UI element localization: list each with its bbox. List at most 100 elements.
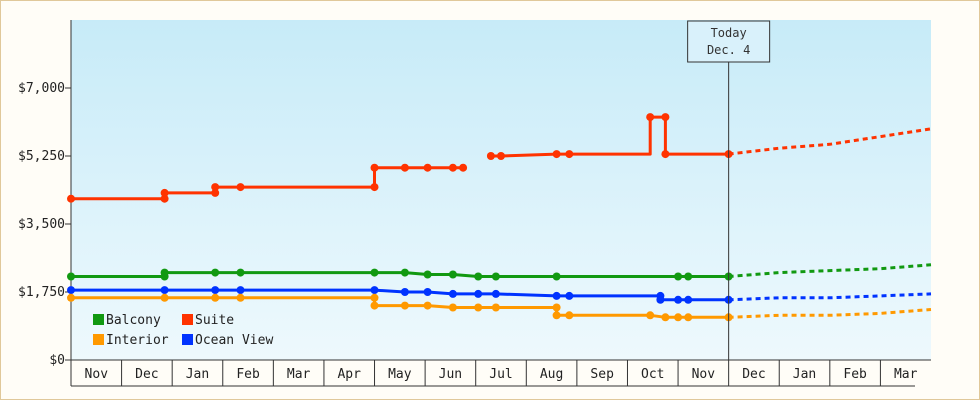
series-ocean-view — [67, 286, 932, 304]
series-line — [71, 296, 729, 319]
y-tick-label: $3,500 — [18, 217, 65, 232]
legend-item: Balcony — [93, 313, 161, 328]
month-label: Dec — [742, 367, 765, 382]
data-point — [370, 293, 379, 302]
data-point — [160, 293, 169, 302]
data-point — [423, 301, 432, 310]
data-point — [423, 163, 432, 172]
legend-swatch — [93, 334, 104, 345]
data-point — [486, 152, 495, 160]
month-label: Feb — [236, 367, 260, 382]
legend-label: Interior — [106, 333, 169, 348]
month-label: Mar — [287, 367, 311, 382]
data-point — [67, 272, 75, 281]
data-point — [661, 113, 670, 122]
month-label: Jan — [793, 367, 816, 382]
data-point — [656, 295, 665, 304]
data-point — [448, 289, 457, 298]
month-label: Aug — [540, 367, 563, 382]
data-point — [400, 301, 409, 310]
data-point — [400, 288, 409, 296]
data-point — [459, 163, 468, 172]
data-point — [552, 303, 561, 312]
legend-swatch — [182, 334, 193, 345]
data-point — [160, 194, 169, 203]
y-tick-label: $0 — [49, 353, 65, 368]
month-label: Dec — [135, 367, 158, 382]
data-point — [491, 272, 500, 281]
data-point — [661, 150, 670, 159]
data-point — [661, 313, 670, 322]
month-label: Jul — [489, 367, 512, 382]
data-point — [236, 293, 245, 302]
data-point — [552, 311, 561, 320]
legend: Balcony Suite Interior Ocean View — [93, 313, 273, 348]
data-point — [67, 293, 75, 302]
legend-item: Interior — [93, 333, 169, 348]
month-label: Jun — [439, 367, 462, 382]
legend-swatch — [182, 314, 193, 325]
legend-label: Suite — [195, 313, 234, 328]
data-point — [646, 311, 655, 320]
forecast-line — [728, 127, 932, 156]
data-point — [211, 268, 220, 277]
data-point — [370, 301, 379, 310]
data-point — [370, 183, 379, 192]
series-line — [490, 115, 729, 158]
month-label: Sep — [590, 367, 614, 382]
data-point — [674, 295, 683, 304]
data-point — [160, 188, 169, 197]
month-label: Oct — [641, 367, 664, 382]
data-point — [474, 272, 483, 281]
month-label: Jan — [186, 367, 209, 382]
today-marker: Today Dec. 4 — [687, 20, 771, 360]
x-axis: Nov Dec Jan Feb Mar Apr May Jun Jul Aug Sep Oct Nov D… — [70, 359, 931, 387]
month-label: Apr — [337, 367, 361, 382]
data-point — [684, 272, 693, 281]
data-point — [160, 286, 169, 295]
series-balcony — [67, 263, 932, 281]
series-interior — [67, 293, 932, 322]
data-point — [474, 303, 483, 312]
data-point — [497, 152, 505, 160]
forecast-line — [728, 263, 932, 278]
data-point — [565, 311, 574, 320]
month-label: Nov — [692, 367, 716, 382]
legend-swatch — [93, 314, 104, 325]
data-point — [448, 303, 457, 312]
today-box — [687, 20, 771, 63]
legend-label: Balcony — [106, 313, 161, 328]
data-point — [684, 313, 693, 322]
data-point — [370, 163, 379, 172]
series-suite — [67, 113, 932, 203]
data-point — [211, 188, 220, 197]
data-point — [67, 194, 75, 203]
data-point — [370, 286, 379, 295]
data-point — [565, 291, 574, 300]
data-point — [211, 286, 220, 295]
data-point — [236, 268, 245, 277]
data-point — [67, 286, 75, 295]
data-point — [400, 268, 409, 277]
data-point — [674, 313, 683, 322]
data-point — [236, 286, 245, 295]
legend-item: Ocean View — [182, 333, 273, 348]
data-point — [646, 113, 655, 122]
series-line — [71, 271, 729, 278]
data-point — [211, 293, 220, 302]
y-axis: $0 $1,750 $3,500 $5,250 $7,000 — [18, 20, 72, 386]
legend-item: Suite — [182, 313, 234, 328]
today-date: Dec. 4 — [707, 43, 750, 57]
data-point — [160, 268, 169, 277]
legend-label: Ocean View — [195, 333, 273, 348]
month-label: May — [388, 367, 412, 382]
data-point — [236, 183, 245, 192]
month-label: Nov — [85, 367, 109, 382]
data-point — [448, 163, 457, 172]
data-point — [448, 270, 457, 279]
data-point — [211, 183, 220, 192]
series-layer — [67, 113, 932, 322]
data-point — [423, 288, 432, 296]
data-point — [400, 163, 409, 172]
